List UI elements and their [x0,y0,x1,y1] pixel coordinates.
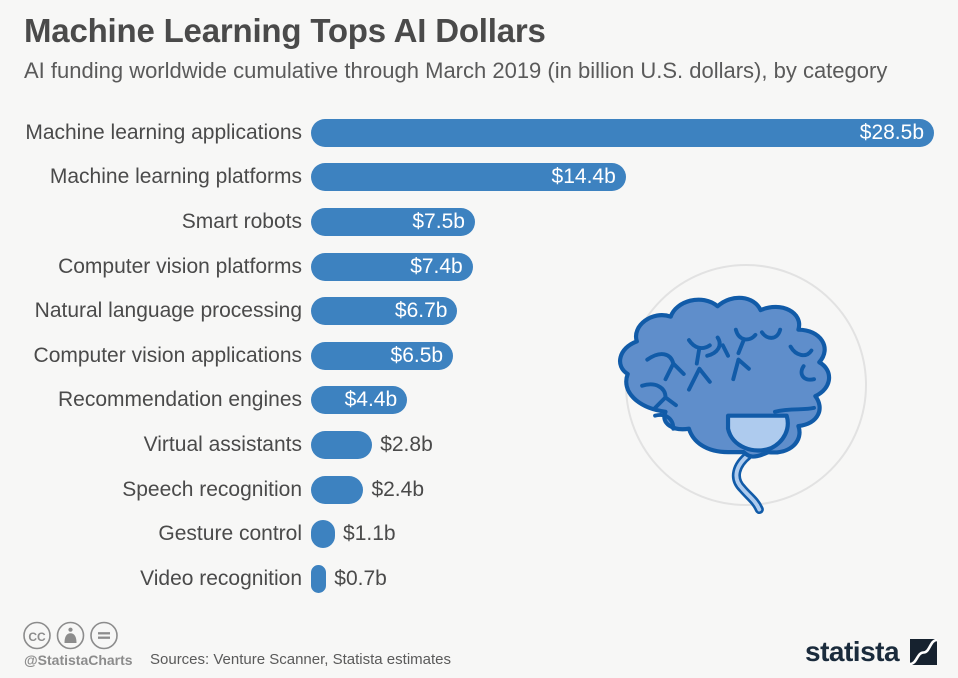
svg-text:CC: CC [28,630,46,644]
